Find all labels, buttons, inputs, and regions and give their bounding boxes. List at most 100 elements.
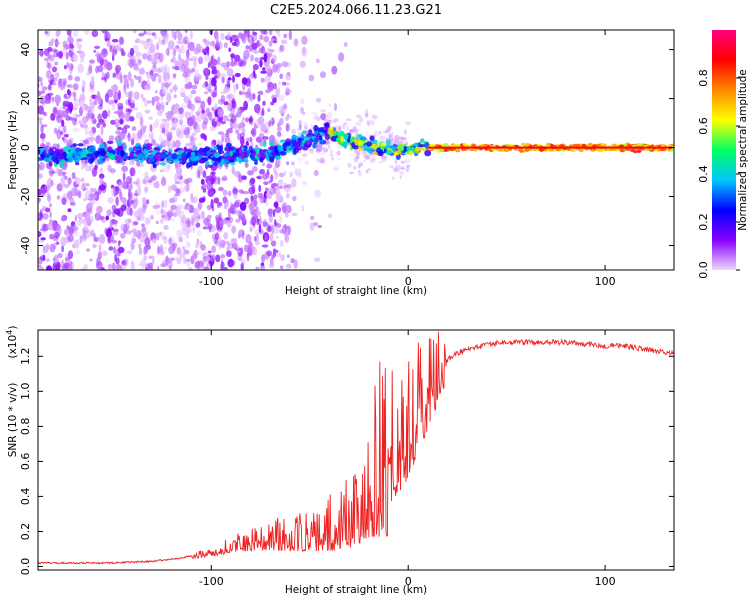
spectrogram-noise-blob bbox=[172, 195, 178, 203]
spectrogram-noise-blob bbox=[190, 255, 195, 265]
spectrogram-noise-blob bbox=[227, 103, 233, 112]
spectrogram-ridge-blob bbox=[269, 141, 275, 147]
spectrogram-ridge-blob bbox=[94, 150, 100, 157]
spectrogram-noise-blob bbox=[63, 183, 70, 189]
spectrogram-ridge-blob bbox=[120, 150, 125, 157]
spectrogram-noise-blob bbox=[301, 35, 308, 45]
spectrogram-noise-blob bbox=[278, 105, 284, 114]
spectrogram-noise-blob bbox=[269, 186, 276, 195]
spectrogram-noise-blob bbox=[292, 196, 297, 202]
spectrogram-noise-blob bbox=[132, 132, 136, 140]
spectrogram-noise-blob bbox=[161, 118, 168, 122]
spectrogram-ridge-blob bbox=[186, 161, 193, 168]
spectrogram-noise-blob bbox=[313, 169, 319, 177]
spectrogram-haze-blob bbox=[364, 154, 371, 160]
spectrogram-noise-blob bbox=[244, 197, 250, 205]
spectrogram-noise-blob bbox=[284, 187, 289, 193]
spectrogram-haze-blob bbox=[357, 171, 363, 178]
spectrogram-ridge-blob bbox=[243, 152, 248, 158]
spectrogram-noise-blob bbox=[79, 93, 86, 104]
spectrogram-noise-blob bbox=[190, 41, 195, 52]
spectrogram-noise-blob bbox=[270, 240, 277, 247]
spectrogram-noise-blob bbox=[261, 107, 265, 117]
spectrogram-noise-blob bbox=[76, 43, 81, 47]
spectrogram-noise-blob bbox=[165, 122, 170, 132]
spectrogram-ridge-blob bbox=[181, 156, 186, 163]
spectrogram-noise-blob bbox=[190, 30, 193, 40]
spectrogram-ridge-blob bbox=[88, 146, 94, 153]
x-tick-label: 0 bbox=[405, 275, 412, 288]
spectrogram-noise-blob bbox=[72, 54, 78, 63]
spectrogram-noise-blob bbox=[49, 243, 56, 253]
spectrogram-noise-blob bbox=[39, 120, 43, 126]
spectrogram-noise-blob bbox=[229, 259, 236, 266]
spectrogram-noise-blob bbox=[38, 217, 42, 221]
spectrogram-ridge-blob bbox=[590, 148, 596, 152]
spectrogram-noise-blob bbox=[241, 77, 248, 85]
x-tick-label: 100 bbox=[595, 275, 616, 288]
spectrogram-ridge-blob bbox=[87, 157, 94, 164]
spectrogram-noise-blob bbox=[70, 187, 78, 197]
spectrogram-noise-blob bbox=[64, 175, 68, 180]
spectrogram-noise-blob bbox=[162, 246, 168, 251]
spectrogram-noise-blob bbox=[219, 73, 227, 79]
spectrogram-noise-blob bbox=[331, 65, 338, 75]
spectrogram-noise-blob bbox=[68, 101, 74, 112]
spectrogram-ridge-blob bbox=[40, 154, 46, 159]
spectrogram-noise-blob bbox=[161, 127, 166, 134]
spectrogram-ridge-blob bbox=[146, 143, 153, 148]
spectrogram-noise-blob bbox=[82, 187, 88, 191]
colorbar-bar bbox=[712, 30, 736, 270]
spectrogram-noise-blob bbox=[80, 106, 86, 112]
spectrogram-noise-blob bbox=[89, 59, 95, 64]
spectrogram-noise-blob bbox=[118, 90, 121, 100]
spectrogram-noise-blob bbox=[61, 259, 65, 270]
spectrogram-ridge-blob bbox=[108, 153, 115, 160]
spectrogram-noise-blob bbox=[172, 109, 179, 115]
spectrogram-haze-blob bbox=[393, 167, 398, 173]
spectrogram-noise-blob bbox=[232, 206, 238, 213]
spectrogram-noise-blob bbox=[96, 261, 103, 270]
spectrogram-ridge-blob bbox=[135, 142, 141, 148]
spectrogram-noise-blob bbox=[273, 165, 277, 175]
spectrogram-noise-blob bbox=[260, 56, 265, 61]
spectrogram-noise-blob bbox=[238, 230, 243, 235]
spectrogram-noise-blob bbox=[47, 222, 53, 231]
spectrogram-noise-blob bbox=[38, 117, 43, 121]
spectrogram-noise-blob bbox=[201, 121, 207, 130]
spectrogram-noise-blob bbox=[214, 103, 218, 112]
spectrogram-ridge-blob bbox=[78, 151, 82, 155]
spectrogram-noise-blob bbox=[185, 37, 191, 42]
spectrogram-noise-blob bbox=[81, 123, 88, 129]
spectrogram-noise-blob bbox=[188, 81, 193, 90]
spectrogram-noise-blob bbox=[133, 181, 138, 185]
spectrogram-noise-blob bbox=[204, 40, 211, 46]
spectrogram-noise-blob bbox=[301, 204, 304, 213]
spectrogram-noise-blob bbox=[202, 38, 207, 43]
spectrogram-noise-blob bbox=[251, 42, 258, 50]
y-tick-label: 0.4 bbox=[19, 488, 32, 506]
spectrogram-noise-blob bbox=[128, 91, 133, 101]
spectrogram-noise-blob bbox=[106, 209, 112, 216]
spectrogram-noise-blob bbox=[76, 38, 83, 42]
spectrogram-ridge-blob bbox=[587, 142, 593, 146]
spectrogram-noise-blob bbox=[249, 35, 253, 45]
spectrogram-noise-blob bbox=[142, 204, 147, 214]
y-tick-label: 1.0 bbox=[19, 383, 32, 401]
spectrogram-noise-blob bbox=[142, 97, 146, 102]
spectrogram-noise-blob bbox=[127, 137, 132, 142]
spectrogram-noise-blob bbox=[171, 30, 174, 38]
spectrogram-noise-blob bbox=[284, 233, 290, 243]
spectrogram-noise-blob bbox=[149, 124, 153, 133]
spectrogram-noise-blob bbox=[185, 258, 191, 262]
spectrogram-noise-blob bbox=[112, 43, 115, 51]
spectrogram-noise-blob bbox=[262, 173, 268, 181]
spectrogram-noise-blob bbox=[107, 99, 115, 105]
spectrogram-noise-blob bbox=[109, 45, 114, 52]
spectrogram-ridge-blob bbox=[411, 146, 415, 152]
spectrogram-noise-blob bbox=[175, 188, 180, 194]
spectrogram-noise-blob bbox=[122, 172, 126, 182]
spectrogram-noise-blob bbox=[249, 220, 253, 225]
spectrogram-noise-blob bbox=[163, 199, 168, 209]
spectrogram-ridge-blob bbox=[223, 159, 230, 165]
